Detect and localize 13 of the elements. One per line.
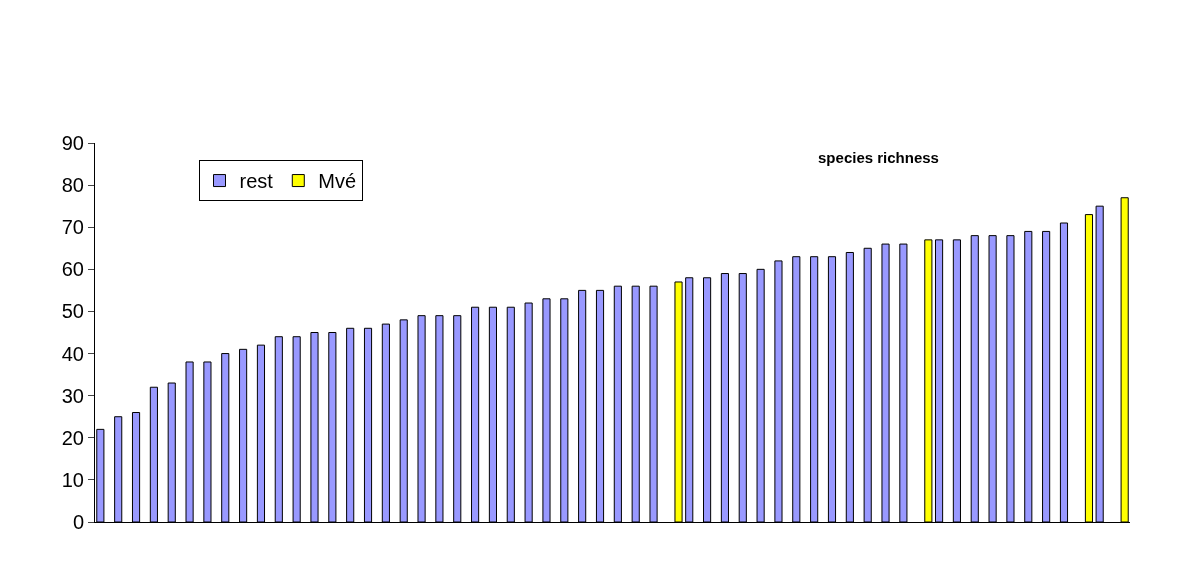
legend-label: rest: [239, 170, 274, 193]
y-tick-label: 70: [61, 216, 84, 239]
legend-label: Mvé: [318, 170, 357, 193]
y-tick-label: 90: [61, 132, 84, 154]
y-tick-label: 50: [61, 300, 84, 323]
y-tick-label: 40: [61, 342, 84, 365]
y-tick-label: 60: [61, 258, 84, 281]
y-tick-label: 10: [61, 468, 84, 491]
y-tick-label: 20: [61, 426, 84, 449]
y-tick-label: 80: [61, 174, 84, 197]
chart-title: species richness: [818, 149, 939, 167]
y-tick-label: 0: [72, 511, 84, 533]
y-tick-label: 30: [61, 384, 84, 407]
